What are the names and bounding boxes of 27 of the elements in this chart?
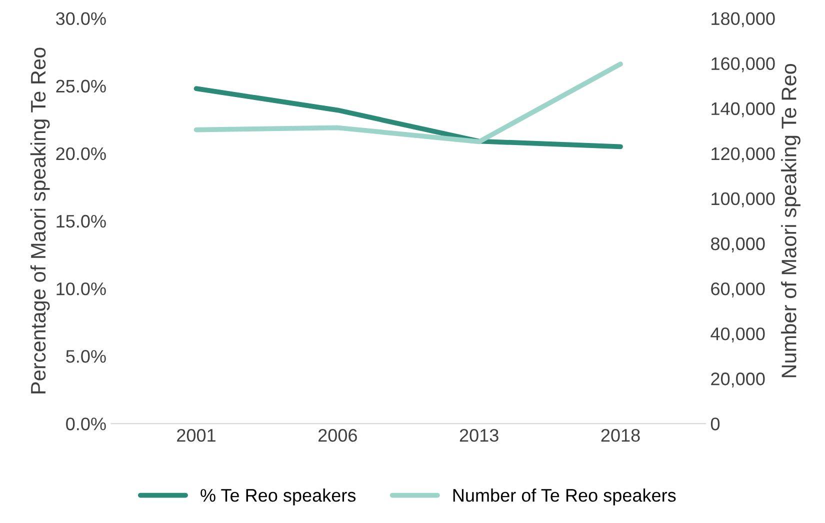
y-tick-label: 30.0% (56, 12, 106, 26)
x-tick-label: 2013 (460, 428, 498, 442)
y2-axis-title: Number of Maori speaking Te Reo (781, 64, 800, 378)
y-tick-label: 15.0% (56, 214, 106, 228)
y2-tick-label: 160,000 (712, 57, 775, 72)
y2-tick-label: 100,000 (712, 192, 775, 208)
legend-label: % Te Reo speakers (200, 488, 356, 506)
y2-tick-label: 20,000 (711, 372, 765, 388)
y2-tick-label: 60,000 (711, 282, 765, 298)
legend-label: Number of Te Reo speakers (453, 488, 676, 506)
x-tick-label: 2001 (177, 428, 216, 442)
x-tick-label: 2006 (318, 428, 357, 442)
y-tick-label: 10.0% (56, 282, 106, 296)
x-tick-label: 2018 (601, 428, 640, 442)
y-tick-label: 25.0% (56, 80, 106, 93)
line-series (194, 62, 623, 144)
y-tick-label: 20.0% (56, 147, 106, 160)
y-tick-label: 0.0% (66, 418, 106, 430)
y2-tick-label: 40,000 (710, 327, 765, 342)
y2-tick-label: 80,000 (711, 237, 765, 252)
y2-tick-label: 180,000 (712, 12, 775, 28)
y2-tick-label: 0 (710, 418, 720, 430)
y-axis-title: Percentage of Maori speaking Te Reo (30, 48, 50, 394)
y-tick-label: 5.0% (66, 350, 106, 363)
line-series (194, 86, 623, 150)
y2-tick-label: 120,000 (712, 147, 775, 162)
y2-tick-label: 140,000 (712, 102, 775, 118)
